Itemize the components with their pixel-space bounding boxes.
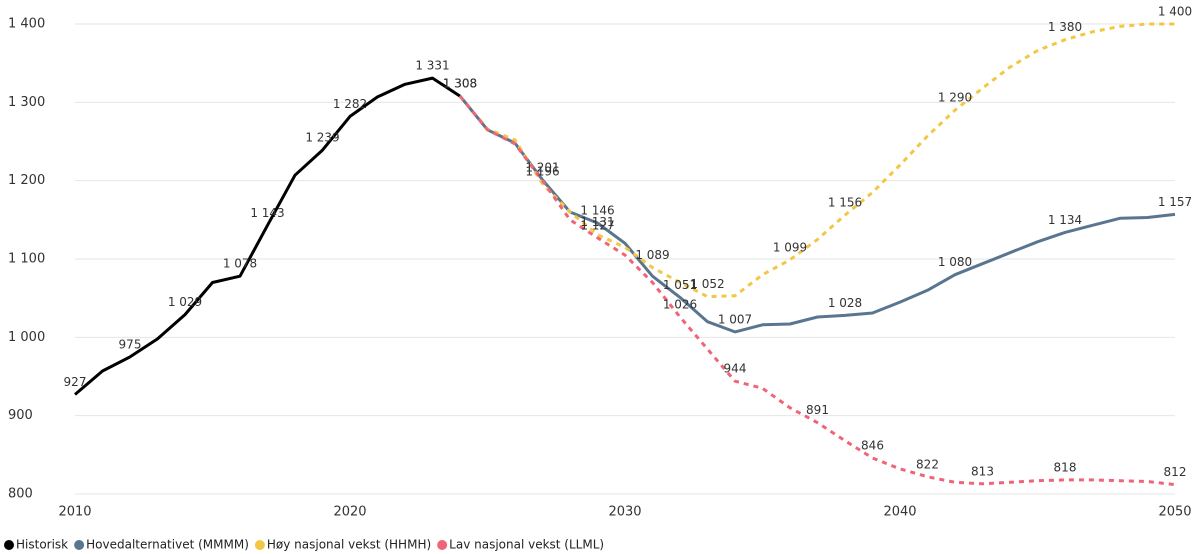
data-label: 1 143 [250,206,284,220]
legend-label: Lav nasjonal vekst (LLML) [449,538,604,552]
data-label: 1 331 [415,59,449,73]
y-tick-label: 1 400 [8,17,45,32]
data-label: 1 134 [1048,213,1082,227]
y-tick-label: 900 [8,408,33,423]
data-label: 1 146 [580,203,614,217]
data-label: 1 157 [1158,195,1192,209]
data-label: 1 400 [1158,5,1192,19]
data-label: 1 028 [828,296,862,310]
data-label: 1 201 [525,160,559,174]
series-line [74,76,461,396]
data-label: 1 308 [443,77,477,91]
y-tick-label: 1 200 [8,173,45,188]
data-label: 975 [119,337,142,351]
data-label: 1 156 [828,196,862,210]
legend-label: Høy nasjonal vekst (HHMH) [267,538,431,552]
data-label: 822 [916,457,939,471]
data-label: 944 [724,362,747,376]
y-tick-label: 1 300 [8,95,45,110]
legend-marker [4,540,14,550]
data-label: 1 078 [223,257,257,271]
data-label: 1 007 [718,312,752,326]
data-label: 1 099 [773,240,807,254]
data-label: 891 [806,403,829,417]
y-tick-label: 800 [8,487,33,502]
x-tick-label: 2030 [608,505,641,520]
data-label: 1 290 [938,91,972,105]
data-label: 1 127 [580,218,614,232]
legend-marker [74,540,85,550]
series-line [458,95,1176,334]
legend-marker [254,540,265,550]
data-label: 1 131 [580,215,614,229]
legend-label: Historisk [16,538,68,552]
legend-marker [437,540,448,550]
data-label: 1 089 [635,248,669,262]
y-tick-label: 1 100 [8,252,45,267]
data-label: 1 239 [305,131,339,145]
data-label: 927 [64,375,87,389]
x-tick-label: 2040 [883,505,916,520]
data-label: 1 380 [1048,20,1082,34]
x-tick-label: 2020 [333,505,366,520]
y-tick-label: 1 000 [8,330,45,345]
data-label: 812 [1164,465,1187,479]
data-label: 1 052 [690,277,724,291]
data-label: 1 051 [663,278,697,292]
data-label: 1 029 [168,295,202,309]
data-label: 1 026 [663,297,697,311]
data-label: 1 196 [525,164,559,178]
series-line [458,95,1176,487]
data-label: 846 [861,438,884,452]
x-tick-label: 2010 [58,505,91,520]
x-tick-label: 2050 [1158,505,1191,520]
data-label: 1 308 [443,77,477,91]
data-label: 818 [1054,460,1077,474]
series-line [458,22,1175,299]
data-label: 813 [971,464,994,478]
data-label: 1 080 [938,255,972,269]
data-label: 1 282 [333,97,367,111]
legend-label: Hovedalternativet (MMMM) [86,538,249,552]
